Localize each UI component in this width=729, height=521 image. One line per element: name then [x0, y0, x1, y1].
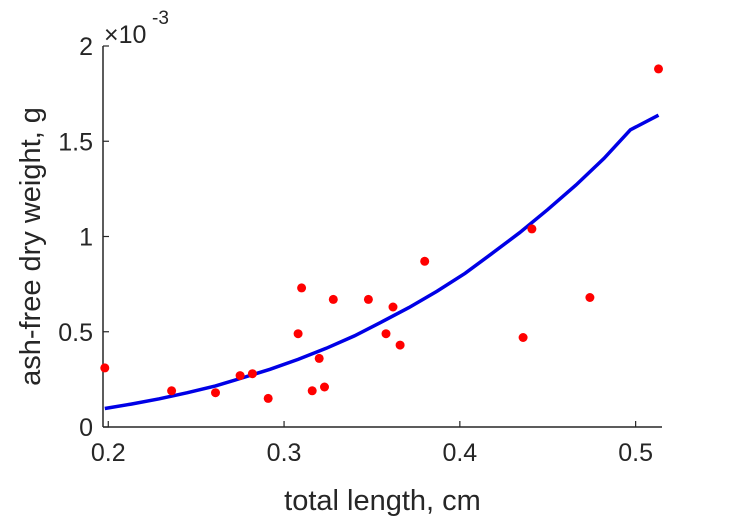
- data-point: [263, 393, 273, 403]
- data-point: [654, 64, 663, 74]
- y-tick-label: 1: [79, 224, 93, 252]
- fit-curve-layer: [104, 113, 660, 411]
- y-tick-label: 2: [79, 33, 93, 61]
- axes: 0.2 0.3 0.4 0.5 0 0.5 1 1.5 2: [58, 33, 662, 467]
- x-axis-label: total length, cm: [284, 485, 481, 517]
- data-point: [381, 329, 391, 339]
- fit-curve: [104, 113, 660, 411]
- x-tick-label: 0.5: [618, 439, 653, 467]
- data-point: [293, 329, 303, 339]
- y-tick-label: 0.5: [58, 319, 93, 347]
- x-tick-label: 0.3: [267, 439, 302, 467]
- y-exponent-base: ×10: [104, 21, 146, 49]
- data-point: [235, 371, 245, 381]
- data-point: [388, 302, 398, 312]
- data-point: [100, 363, 110, 373]
- data-point: [211, 388, 220, 398]
- labels-layer: total length, cm ash-free dry weight, g …: [15, 8, 481, 517]
- data-point: [420, 256, 430, 266]
- data-point: [585, 293, 595, 302]
- data-point: [247, 369, 257, 379]
- data-points-layer: [100, 64, 663, 403]
- data-point: [395, 340, 405, 350]
- data-point: [527, 224, 537, 234]
- data-point: [307, 386, 317, 396]
- data-point: [167, 386, 177, 396]
- data-point: [363, 294, 373, 304]
- x-tick-label: 0.2: [91, 439, 126, 467]
- data-point: [320, 382, 329, 392]
- data-point: [314, 353, 324, 363]
- data-point: [328, 294, 338, 304]
- data-point: [297, 283, 307, 293]
- x-tick-label: 0.4: [442, 439, 477, 467]
- y-axis-label: ash-free dry weight, g: [15, 107, 47, 386]
- data-point: [518, 333, 528, 342]
- y-tick-label: 0: [79, 414, 93, 442]
- y-exponent-power: -3: [152, 8, 169, 29]
- y-tick-label: 1.5: [58, 128, 93, 156]
